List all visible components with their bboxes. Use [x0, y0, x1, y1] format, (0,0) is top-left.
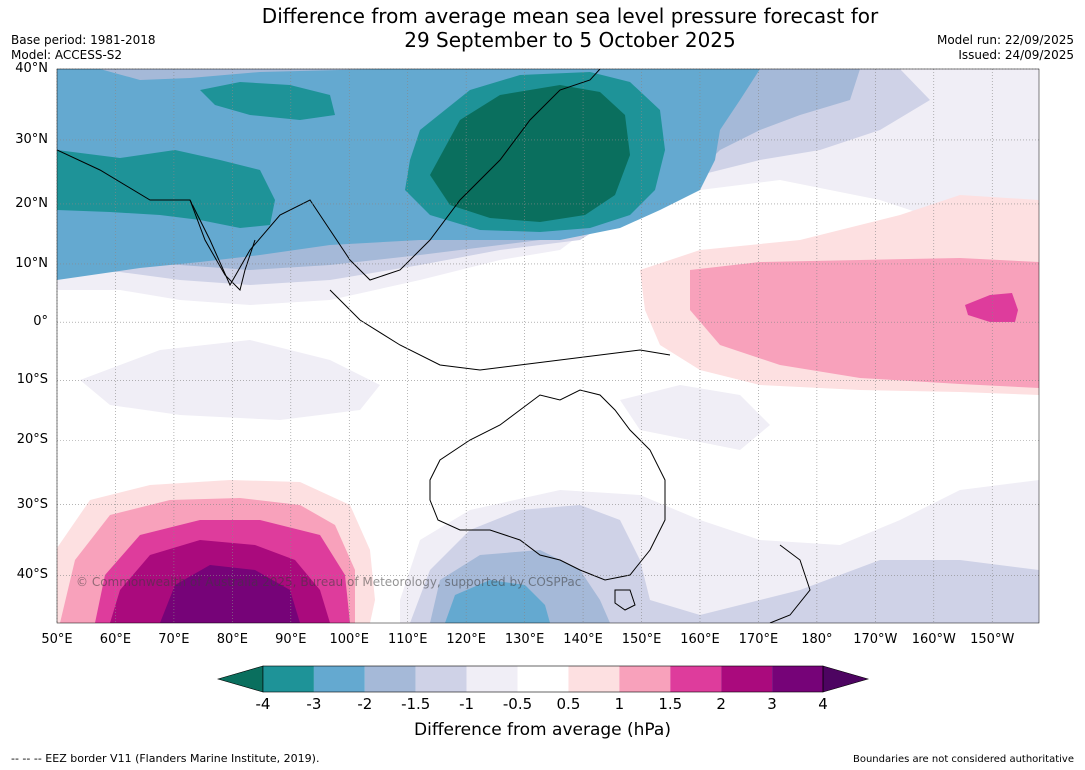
colorbar-segment [619, 666, 671, 692]
colorbar-segment [313, 666, 365, 692]
longitude-label: 150°E [621, 632, 662, 647]
longitude-label: 110°E [387, 632, 428, 647]
longitude-label: 90°E [275, 632, 307, 647]
indonesia-coast [329, 289, 671, 371]
latitude-label: 10°S [16, 372, 48, 388]
eez-note: -- -- -- EEZ border V11 (Flanders Marine… [11, 752, 320, 765]
latitude-label: 20°S [16, 432, 48, 448]
new-zealand-coast [769, 544, 811, 623]
longitude-label: 160°W [911, 632, 956, 647]
colorbar-segment [568, 666, 620, 692]
boundaries-note: Boundaries are not considered authoritat… [852, 754, 1074, 765]
colorbar-segment [772, 666, 823, 692]
longitude-label: 180° [801, 632, 833, 647]
colorbar-segment [670, 666, 722, 692]
latitude-label: 30°N [15, 131, 48, 147]
colorbar-tick-label: -1.5 [401, 695, 431, 713]
anomaly-sw-pos-3 [160, 565, 300, 623]
colorbar-tick-label: 1.5 [658, 695, 683, 713]
longitude-label: 170°W [853, 632, 898, 647]
latitude-label: 10°N [15, 255, 48, 271]
colorbar-tick-label: -4 [255, 695, 271, 713]
copyright-notice: © Commonwealth of Australia 2025, Bureau… [76, 575, 582, 589]
model-name: Model: ACCESS-S2 [11, 48, 123, 62]
tasmania-coast [614, 589, 636, 611]
colorbar-segment [415, 666, 467, 692]
colorbar-tick-label: 4 [818, 695, 828, 713]
longitude-label: 140°E [563, 632, 603, 647]
meta-right: Model run: 22/09/2025 Issued: 24/09/2025 [937, 33, 1074, 63]
latitude-label: 0° [33, 314, 48, 330]
meta-left: Base period: 1981-2018 Model: ACCESS-S2 [11, 33, 156, 63]
colorbar-segment [466, 666, 518, 692]
colorbar-tick-label: -2 [357, 695, 373, 713]
longitude-label: 170°E [738, 632, 779, 647]
map-title: Difference from average mean sea level p… [0, 4, 1085, 52]
longitude-label: 160°E [680, 632, 720, 647]
asia-coast [57, 69, 601, 287]
anomaly-south-neg-2 [445, 580, 550, 623]
australia-coast [429, 389, 666, 581]
latitude-label: 40°S [16, 567, 48, 583]
colorbar-tick-label: 3 [767, 695, 777, 713]
map-frame [56, 68, 1040, 624]
colorbar-tick-label: 2 [716, 695, 726, 713]
longitude-label: 150°W [970, 632, 1015, 647]
longitude-label: 70°E [158, 632, 190, 647]
colorbar-low-extend [216, 665, 264, 693]
colorbar [216, 665, 870, 693]
latitude-label: 40°N [15, 61, 48, 76]
longitude-label: 120°E [446, 632, 486, 647]
latitude-label: 20°N [15, 195, 48, 211]
colorbar-tick-label: -0.5 [502, 695, 533, 713]
colorbar-tick-label: -1 [459, 695, 475, 713]
colorbar-segment [721, 666, 773, 692]
longitude-label: 60°E [99, 632, 132, 647]
anomaly-neg-4 [430, 85, 630, 222]
colorbar-label: Difference from average (hPa) [414, 720, 671, 740]
longitude-label: 80°E [216, 632, 248, 647]
anomaly-pos-1 [690, 258, 1039, 388]
colorbar-tick-label: 1 [614, 695, 625, 713]
colorbar-frame [262, 665, 824, 693]
title-line-2: 29 September to 5 October 2025 [404, 28, 736, 52]
colorbar-tick-label: 0.5 [556, 695, 581, 713]
latitude-label: 30°S [16, 496, 48, 512]
longitude-label: 100°E [329, 632, 370, 647]
coastlines [57, 69, 811, 623]
anomaly-pos-1.5 [965, 293, 1018, 322]
colorbar-segment [364, 666, 416, 692]
map-field [57, 69, 1039, 623]
base-period: Base period: 1981-2018 [11, 33, 156, 47]
longitude-label: 50°E [41, 632, 73, 647]
title-line-1: Difference from average mean sea level p… [261, 4, 879, 28]
colorbar-tick-label: -3 [306, 695, 322, 713]
anomaly-mid-neg-0.5 [80, 340, 770, 450]
colorbar-high-extend [822, 665, 870, 693]
issued-date: Issued: 24/09/2025 [958, 48, 1074, 62]
model-run: Model run: 22/09/2025 [936, 33, 1074, 47]
colorbar-segment [517, 666, 569, 692]
colorbar-segment [263, 666, 314, 692]
longitude-label: 130°E [504, 632, 545, 647]
